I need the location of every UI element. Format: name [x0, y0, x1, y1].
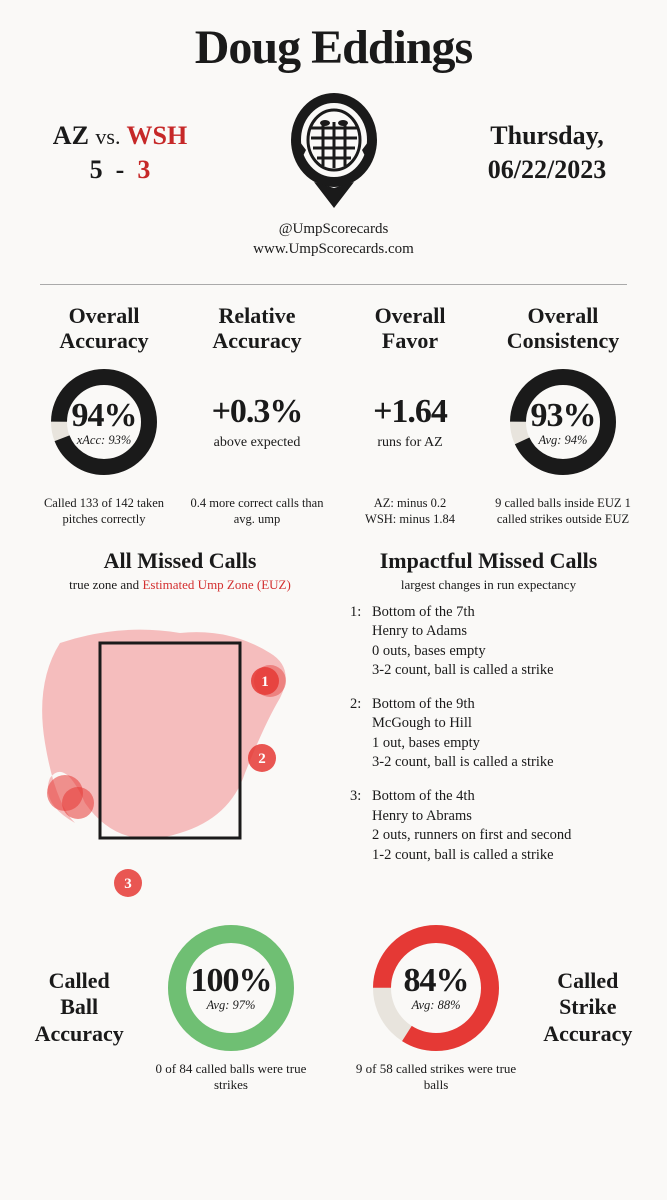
strike-zone-diagram: 1 2 3: [30, 603, 330, 903]
game-score: AZ vs. WSH 5 - 3: [30, 119, 210, 187]
ball-accuracy-label: Called Ball Accuracy: [30, 968, 128, 1047]
impactful-missed-calls: Impactful Missed Calls largest changes i…: [340, 548, 637, 903]
divider: [40, 284, 627, 285]
bottom-row: Called Ball Accuracy 100% Avg: 97% 0 of …: [30, 923, 637, 1093]
relative-sub: above expected: [214, 435, 301, 451]
metric-overall-favor: Overall Favor +1.64 runs for AZ AZ: minu…: [336, 303, 484, 528]
strike-sub: Avg: 88%: [404, 998, 469, 1013]
metric-title-line: Overall: [528, 303, 599, 328]
metric-title-line: Overall: [69, 303, 140, 328]
away-abbr: WSH: [127, 121, 188, 150]
score-dash: -: [116, 155, 125, 184]
metrics-row: Overall Accuracy 94% xAcc: 93% Called 13…: [30, 303, 637, 528]
ball-detail: 0 of 84 called balls were true strikes: [138, 1061, 323, 1093]
date-weekday: Thursday,: [457, 119, 637, 153]
home-abbr: AZ: [53, 121, 89, 150]
game-date: Thursday, 06/22/2023: [457, 119, 637, 187]
handle-block: @UmpScorecards www.UmpScorecards.com: [30, 220, 637, 259]
impact-item: 3:Bottom of the 4thHenry to Abrams2 outs…: [350, 787, 637, 865]
date-full: 06/22/2023: [457, 153, 637, 187]
away-score: 3: [137, 155, 150, 184]
impactful-title: Impactful Missed Calls: [340, 548, 637, 574]
accuracy-value: 94%: [72, 397, 137, 435]
strike-value: 84%: [404, 962, 469, 1000]
impactful-sub: largest changes in run expectancy: [340, 577, 637, 593]
metric-title-line: Overall: [375, 303, 446, 328]
missed-calls-row: All Missed Calls true zone and Estimated…: [30, 548, 637, 903]
consistency-detail: 9 called balls inside EUZ 1 called strik…: [489, 495, 637, 528]
svg-text:2: 2: [258, 751, 266, 767]
impact-item: 1:Bottom of the 7thHenry to Adams0 outs,…: [350, 603, 637, 681]
consistency-sub: Avg: 94%: [531, 433, 596, 448]
missed-title: All Missed Calls: [30, 548, 330, 574]
accuracy-detail: Called 133 of 142 taken pitches correctl…: [30, 495, 178, 528]
metric-title-line: Favor: [382, 328, 438, 353]
favor-sub: runs for AZ: [377, 435, 442, 451]
umpire-name: Doug Eddings: [30, 20, 637, 75]
metric-title-line: Accuracy: [212, 328, 301, 353]
metric-overall-consistency: Overall Consistency 93% Avg: 94% 9 calle…: [489, 303, 637, 528]
metric-title-line: Consistency: [507, 328, 619, 353]
metric-overall-accuracy: Overall Accuracy 94% xAcc: 93% Called 13…: [30, 303, 178, 528]
ball-value: 100%: [190, 962, 271, 1000]
consistency-value: 93%: [531, 397, 596, 435]
umpire-mask-icon: [279, 90, 389, 215]
svg-text:1: 1: [261, 674, 269, 690]
favor-value: +1.64: [373, 393, 447, 431]
strike-detail: 9 of 58 called strikes were true balls: [344, 1061, 529, 1093]
website-url: www.UmpScorecards.com: [30, 240, 637, 260]
impact-list: 1:Bottom of the 7thHenry to Adams0 outs,…: [340, 603, 637, 866]
vs-label: vs.: [95, 124, 120, 149]
svg-text:3: 3: [124, 876, 132, 892]
home-score: 5: [90, 155, 103, 184]
metric-relative-accuracy: Relative Accuracy +0.3% above expected 0…: [183, 303, 331, 528]
metric-title-line: Relative: [219, 303, 296, 328]
strike-accuracy-label: Called Strike Accuracy: [539, 968, 637, 1047]
missed-sub-euz: Estimated Ump Zone (EUZ): [142, 577, 290, 592]
all-missed-calls: All Missed Calls true zone and Estimated…: [30, 548, 330, 903]
missed-sub-prefix: true zone and: [69, 577, 142, 592]
relative-detail: 0.4 more correct calls than avg. ump: [183, 495, 331, 528]
favor-detail: AZ: minus 0.2 WSH: minus 1.84: [365, 495, 455, 528]
metric-title-line: Accuracy: [59, 328, 148, 353]
ball-sub: Avg: 97%: [190, 998, 271, 1013]
header-row: AZ vs. WSH 5 - 3 Thursday,: [30, 90, 637, 215]
impact-item: 2:Bottom of the 9thMcGough to Hill1 out,…: [350, 695, 637, 773]
twitter-handle: @UmpScorecards: [30, 220, 637, 240]
accuracy-sub: xAcc: 93%: [72, 433, 137, 448]
relative-value: +0.3%: [212, 393, 303, 431]
